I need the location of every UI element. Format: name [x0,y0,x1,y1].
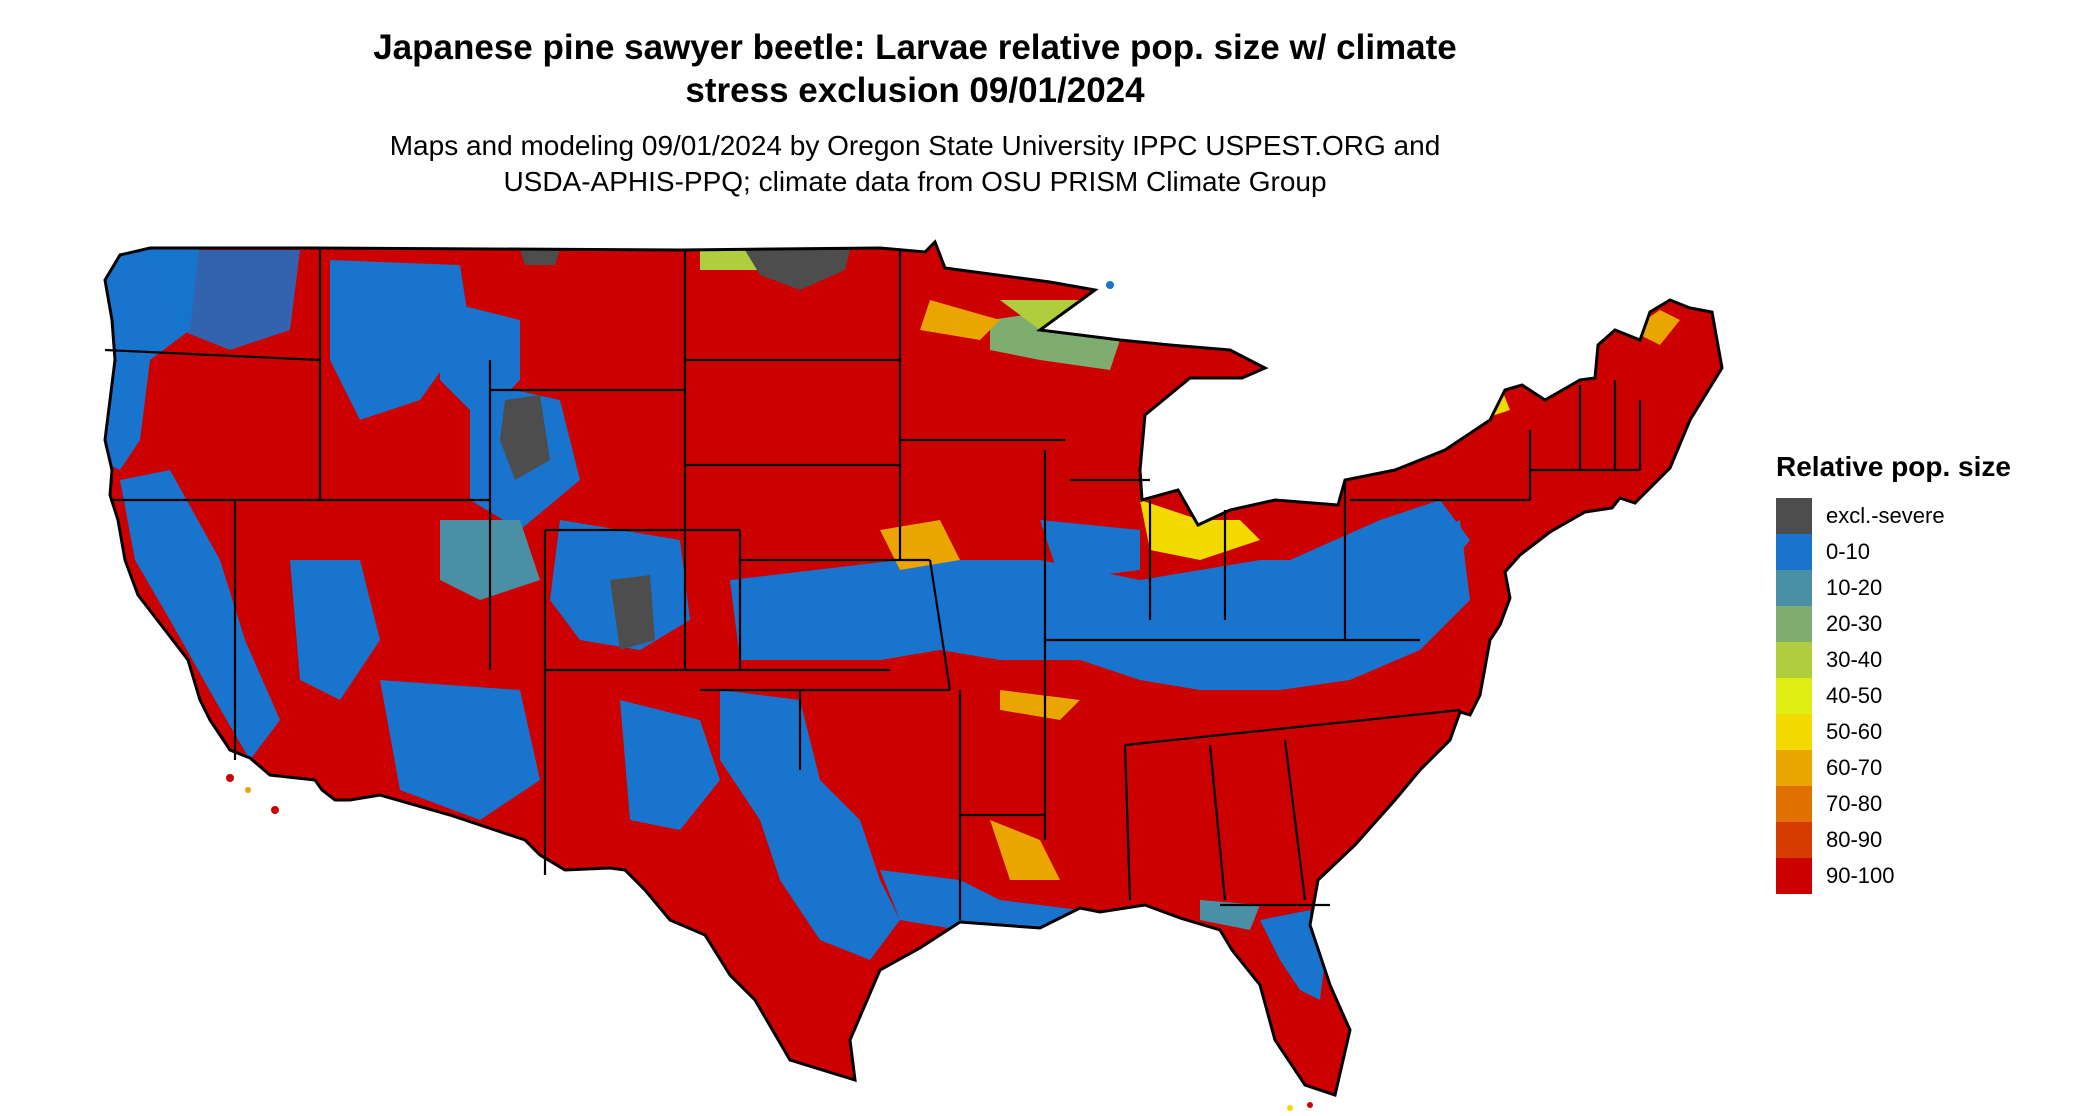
region-0-10 [380,680,540,820]
region-0-10 [880,870,1100,940]
region-60-70 [1000,690,1080,720]
legend-swatch [1776,534,1812,570]
region-0-10 [1040,520,1140,580]
legend-items: excl.-severe 0-10 10-20 20-30 30-40 40-50 50-6… [1776,498,2076,894]
legend-label: 90-100 [1826,863,1895,888]
legend-label: 0-10 [1826,539,1871,564]
legend-title: Relative pop. size [1776,451,2011,482]
region-60-70 [920,300,1000,340]
legend-swatch [1776,498,1812,534]
legend-label: 10-20 [1826,575,1883,600]
legend-label: 50-60 [1826,719,1883,744]
legend-label: excl.-severe [1826,503,1945,528]
region-excl-severe [500,395,550,480]
region-excl-severe [745,250,850,290]
legend: Relative pop. size excl.-severe 0-10 10-20… [1776,450,2076,894]
state-borders [103,240,1724,1097]
legend-swatch [1776,750,1812,786]
legend-item: 20-30 [1776,606,2076,642]
legend-swatch [1776,714,1812,750]
region-50-60 [1140,500,1260,560]
region-30-40 [700,250,760,270]
region-0-10 [620,700,720,830]
legend-item: excl.-severe [1776,498,2076,534]
legend-swatch [1776,642,1812,678]
coastal-islands [226,281,1664,1111]
region-0-10 [330,260,470,420]
legend-label: 60-70 [1826,755,1883,780]
legend-swatch [1776,858,1812,894]
legend-label: 70-80 [1826,791,1883,816]
legend-swatch [1776,678,1812,714]
region-excl-severe [520,250,560,265]
region-0-10 [1260,910,1325,1000]
legend-item: 40-50 [1776,678,2076,714]
legend-label: 40-50 [1826,683,1883,708]
map-subtitle-line-1: Maps and modeling 09/01/2024 by Oregon S… [389,130,1441,161]
legend-item: 50-60 [1776,714,2076,750]
legend-item: 80-90 [1776,822,2076,858]
region-0-10 [720,690,900,960]
legend-item: 30-40 [1776,642,2076,678]
map-subtitle-line-2: USDA-APHIS-PPQ; climate data from OSU PR… [503,166,1327,197]
region-0-10 [120,470,280,760]
map-title-line-2: stress exclusion 09/01/2024 [685,71,1145,110]
region-0-10 [290,560,380,700]
region-0-10 [1290,500,1470,610]
map-title-line-1: Japanese pine sawyer beetle: Larvae rela… [373,28,1457,67]
region-10-20 [1200,900,1260,930]
legend-item: 90-100 [1776,858,2076,894]
region-0-10 [150,250,300,350]
legend-item: 70-80 [1776,786,2076,822]
legend-label: 80-90 [1826,827,1883,852]
legend-item: 10-20 [1776,570,2076,606]
legend-label: 20-30 [1826,611,1883,636]
legend-item: 0-10 [1776,534,2076,570]
region-excl-severe [610,575,655,650]
legend-swatch [1776,570,1812,606]
legend-swatch [1776,606,1812,642]
legend-label: 30-40 [1826,647,1883,672]
legend-swatch [1776,786,1812,822]
legend-item: 60-70 [1776,750,2076,786]
region-60-70 [990,820,1060,880]
legend-swatch [1776,822,1812,858]
